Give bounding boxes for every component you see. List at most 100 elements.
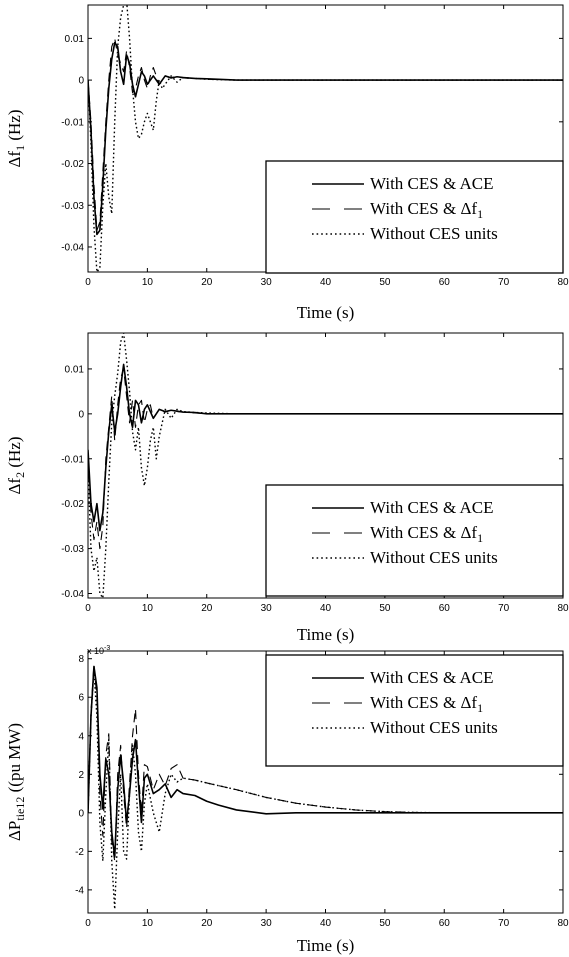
x-tick-label: 40	[320, 277, 332, 288]
multiplier-exponent: -3	[104, 645, 110, 652]
legend-entry-main: Without CES units	[370, 548, 498, 567]
legend-entry-label: Without CES units	[370, 548, 498, 567]
legend-entry-label: With CES & ACE	[370, 668, 494, 687]
legend-entry-main: With CES & ACE	[370, 498, 494, 517]
x-tick-label: 20	[201, 277, 213, 288]
x-tick-label: 30	[261, 277, 273, 288]
multiplier-base: x 10	[87, 646, 104, 656]
y-label-main: Δf	[5, 478, 24, 495]
x-tick-label: 10	[142, 603, 154, 614]
chart-panel-1: 0 10 20 30 40 50 60 70 80 0.01 0 -0.01 -0.02 -0.03 -0.…	[5, 4, 569, 322]
legend: With CES & ACE With CES & Δf1 Without CES …	[265, 654, 564, 767]
x-axis-label: Time (s)	[297, 303, 354, 322]
x-tick-label: 50	[379, 918, 391, 929]
x-tick-label: 50	[379, 277, 391, 288]
y-tick-label: 0	[78, 409, 84, 420]
y-axis-label: ΔPtie12 ((pu MW)	[5, 723, 27, 841]
series-line-dotted	[88, 5, 563, 272]
x-tick-label: 70	[498, 277, 510, 288]
legend-box	[265, 484, 564, 597]
x-tick-label: 70	[498, 603, 510, 614]
y-axis-multiplier: x 10-3	[87, 645, 110, 656]
x-tick-label: 60	[439, 603, 451, 614]
x-tick-label: 60	[439, 277, 451, 288]
legend-entry-label: With CES & Δf1	[370, 693, 483, 715]
y-tick-label: 0	[78, 808, 84, 819]
legend-entry-subscript: 1	[477, 207, 483, 221]
legend-entry-subscript: 1	[477, 531, 483, 545]
legend-entry-main: Without CES units	[370, 718, 498, 737]
chart-panel-2: 0 10 20 30 40 50 60 70 80 0.01 0 -0.01 -0.02 -0.03 -0.…	[5, 332, 569, 644]
series-line-dashed	[88, 368, 563, 550]
y-label-unit: ((pu MW)	[5, 723, 24, 797]
series-line-dashed	[88, 37, 563, 231]
y-tick-label: 8	[78, 654, 84, 665]
y-tick-label: 6	[78, 693, 84, 704]
y-tick-label: 4	[78, 731, 84, 742]
x-tick-label: 10	[142, 277, 154, 288]
y-axis-label: Δf1 (Hz)	[5, 110, 27, 168]
y-tick-label: -0.02	[61, 159, 84, 170]
legend-entry-label: With CES & ACE	[370, 174, 494, 193]
legend-entry-main: Without CES units	[370, 224, 498, 243]
legend-entry-main: With CES & Δf	[370, 199, 477, 218]
y-label-unit: (Hz)	[5, 110, 24, 145]
legend-entry-subscript: 1	[477, 701, 483, 715]
x-tick-label: 20	[201, 603, 213, 614]
y-tick-label: -4	[75, 885, 84, 896]
y-label-main: Δf	[5, 151, 24, 168]
legend-entry-main: With CES & Δf	[370, 523, 477, 542]
y-axis-label: Δf2 (Hz)	[5, 437, 27, 495]
legend-entry-main: With CES & Δf	[370, 693, 477, 712]
y-tick-label: 0	[78, 76, 84, 87]
y-tick-label: -0.04	[61, 589, 84, 600]
x-axis-label: Time (s)	[297, 625, 354, 644]
y-label-subscript: 2	[13, 472, 27, 478]
series-line-solid	[88, 665, 563, 858]
legend-entry-label: Without CES units	[370, 224, 498, 243]
y-tick-label: 2	[78, 770, 84, 781]
legend: With CES & ACE With CES & Δf1 Without CES …	[265, 484, 564, 597]
x-tick-label: 30	[261, 603, 273, 614]
x-tick-label: 40	[320, 918, 332, 929]
legend-entry-label: Without CES units	[370, 718, 498, 737]
y-tick-label: -0.01	[61, 454, 84, 465]
y-label-subscript: 1	[13, 145, 27, 151]
x-tick-label: 60	[439, 918, 451, 929]
x-tick-label: 0	[85, 277, 91, 288]
y-tick-label: -0.01	[61, 117, 84, 128]
x-tick-label: 10	[142, 918, 154, 929]
series-line-dotted	[88, 669, 563, 910]
legend-box	[265, 654, 564, 767]
x-tick-label: 80	[557, 918, 569, 929]
y-label-subscript: tie12	[13, 797, 27, 821]
x-axis-label: Time (s)	[297, 936, 354, 955]
legend-entry-label: With CES & Δf1	[370, 523, 483, 545]
legend-entry-main: With CES & ACE	[370, 174, 494, 193]
y-tick-label: 0.01	[65, 34, 85, 45]
series-line-dotted	[88, 333, 563, 598]
x-tick-label: 40	[320, 603, 332, 614]
x-tick-label: 0	[85, 603, 91, 614]
x-tick-label: 70	[498, 918, 510, 929]
legend-box	[265, 160, 564, 274]
x-tick-label: 0	[85, 918, 91, 929]
y-tick-label: -2	[75, 847, 84, 858]
x-tick-label: 50	[379, 603, 391, 614]
y-tick-label: -0.04	[61, 242, 84, 253]
legend-entry-label: With CES & ACE	[370, 498, 494, 517]
x-tick-label: 80	[557, 277, 569, 288]
legend-entry-main: With CES & ACE	[370, 668, 494, 687]
y-tick-label: -0.03	[61, 201, 84, 212]
y-tick-label: -0.02	[61, 499, 84, 510]
y-tick-label: -0.03	[61, 544, 84, 555]
x-tick-label: 30	[261, 918, 273, 929]
series-line-dashed	[88, 663, 563, 862]
x-tick-label: 80	[557, 603, 569, 614]
y-label-unit: (Hz)	[5, 437, 24, 472]
y-label-main: ΔP	[5, 821, 24, 841]
x-tick-label: 20	[201, 918, 213, 929]
y-tick-label: 0.01	[65, 364, 85, 375]
